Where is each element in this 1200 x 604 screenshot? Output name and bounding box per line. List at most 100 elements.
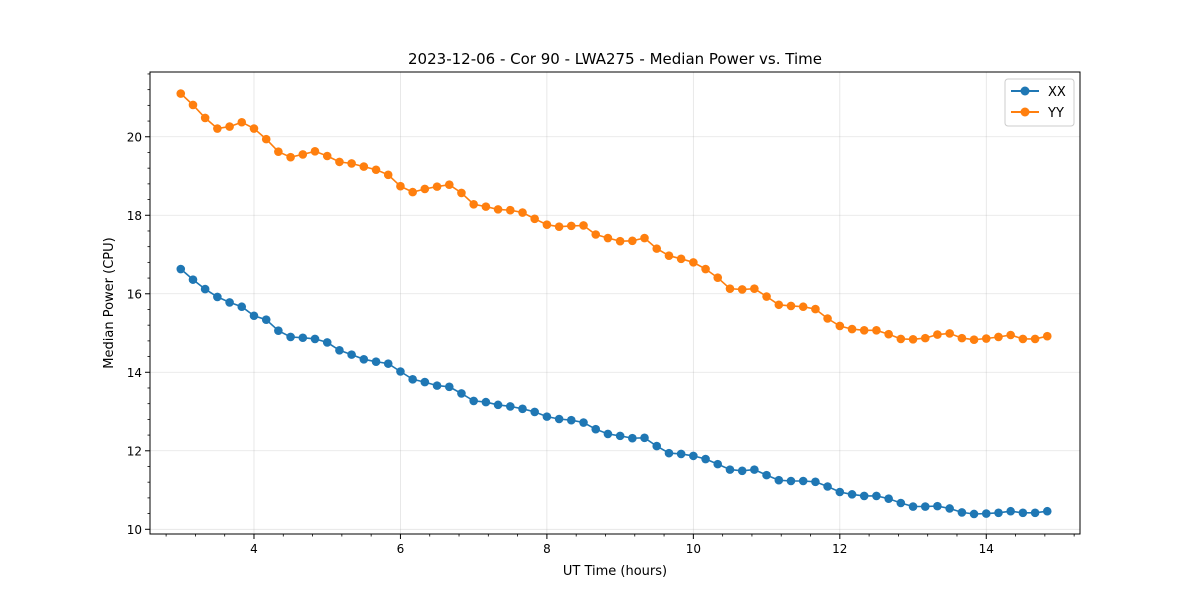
data-point-xx bbox=[469, 396, 478, 406]
data-point-xx bbox=[884, 494, 893, 503]
data-point-xx bbox=[859, 491, 869, 501]
data-point-yy bbox=[713, 273, 723, 282]
data-point-xx bbox=[518, 404, 527, 414]
data-point-xx bbox=[652, 441, 662, 451]
data-point-yy bbox=[530, 214, 539, 224]
data-point-xx bbox=[762, 470, 771, 480]
data-point-yy bbox=[335, 157, 344, 167]
data-point-yy bbox=[786, 301, 796, 311]
data-point-yy bbox=[274, 147, 283, 156]
data-point-yy bbox=[872, 325, 881, 335]
data-point-xx bbox=[261, 315, 271, 324]
data-point-xx bbox=[823, 482, 832, 491]
plot-frame bbox=[149, 71, 1081, 535]
data-point-yy bbox=[847, 324, 857, 334]
data-point-xx bbox=[444, 382, 454, 392]
x-tick-label: 4 bbox=[250, 542, 258, 556]
chart-title: 2023-12-06 - Cor 90 - LWA275 - Median Po… bbox=[408, 50, 822, 68]
data-point-yy bbox=[261, 134, 271, 144]
data-point-xx bbox=[774, 475, 784, 485]
legend-marker-yy bbox=[1020, 107, 1030, 117]
data-point-yy bbox=[566, 221, 576, 231]
data-point-xx bbox=[615, 431, 625, 441]
data-point-xx bbox=[554, 414, 564, 424]
data-point-xx bbox=[566, 415, 576, 425]
data-point-xx bbox=[957, 508, 967, 517]
data-point-yy bbox=[481, 202, 491, 211]
data-point-xx bbox=[628, 433, 637, 443]
data-point-yy bbox=[640, 233, 649, 243]
series-layer bbox=[176, 89, 1052, 519]
data-point-xx bbox=[225, 298, 234, 307]
grid-layer bbox=[150, 72, 1080, 534]
data-point-xx bbox=[213, 292, 222, 302]
data-point-yy bbox=[750, 284, 759, 293]
data-point-xx bbox=[701, 454, 710, 464]
data-point-yy bbox=[811, 304, 820, 314]
data-point-yy bbox=[591, 230, 601, 239]
x-tick-label: 12 bbox=[832, 542, 847, 556]
y-tick-label: 14 bbox=[127, 366, 142, 380]
data-point-yy bbox=[859, 325, 869, 335]
data-point-yy bbox=[628, 236, 637, 246]
data-point-xx bbox=[1018, 508, 1028, 518]
data-point-yy bbox=[615, 236, 625, 246]
legend-label-yy: YY bbox=[1047, 106, 1064, 121]
data-point-xx bbox=[237, 302, 247, 312]
data-point-yy bbox=[823, 314, 832, 323]
legend-label-xx: XX bbox=[1048, 85, 1066, 100]
data-point-xx bbox=[530, 407, 539, 417]
data-point-xx bbox=[920, 502, 930, 511]
x-tick-label: 8 bbox=[543, 542, 551, 556]
data-point-xx bbox=[981, 509, 991, 518]
data-point-xx bbox=[371, 357, 381, 366]
data-point-xx bbox=[603, 429, 613, 439]
data-point-yy bbox=[1042, 331, 1052, 341]
data-point-yy bbox=[408, 187, 417, 197]
data-point-yy bbox=[1006, 330, 1015, 340]
data-point-xx bbox=[420, 377, 430, 387]
legend-marker-xx bbox=[1020, 86, 1030, 96]
data-point-xx bbox=[896, 498, 906, 508]
data-point-xx bbox=[322, 338, 332, 347]
data-point-yy bbox=[493, 205, 503, 214]
data-point-yy bbox=[347, 159, 356, 168]
data-point-xx bbox=[872, 491, 881, 501]
data-point-xx bbox=[676, 449, 686, 459]
x-tick-label: 6 bbox=[397, 542, 405, 556]
data-point-xx bbox=[432, 381, 442, 390]
data-point-yy bbox=[457, 188, 466, 198]
data-point-yy bbox=[518, 208, 527, 217]
data-point-xx bbox=[640, 433, 649, 443]
data-point-xx bbox=[737, 466, 747, 476]
data-point-xx bbox=[786, 476, 796, 486]
data-point-xx bbox=[579, 418, 588, 427]
data-point-yy bbox=[774, 300, 784, 310]
y-axis-label: Median Power (CPU) bbox=[102, 237, 117, 368]
data-point-yy bbox=[689, 258, 698, 267]
data-point-yy bbox=[579, 221, 588, 230]
data-point-xx bbox=[298, 333, 308, 343]
data-point-xx bbox=[933, 501, 942, 511]
data-point-yy bbox=[225, 122, 234, 131]
data-point-xx bbox=[408, 375, 417, 384]
data-point-xx bbox=[200, 284, 210, 294]
data-point-xx bbox=[274, 326, 283, 335]
data-point-xx bbox=[811, 477, 820, 487]
data-point-yy bbox=[701, 264, 710, 274]
data-point-yy bbox=[994, 332, 1003, 342]
data-point-xx bbox=[798, 476, 808, 486]
data-point-yy bbox=[237, 117, 247, 127]
data-point-yy bbox=[176, 89, 186, 98]
data-point-xx bbox=[188, 275, 198, 284]
data-point-yy bbox=[835, 321, 845, 331]
data-point-yy bbox=[664, 251, 674, 261]
y-tick-label: 18 bbox=[127, 209, 142, 223]
data-point-yy bbox=[432, 182, 442, 191]
y-tick-label: 20 bbox=[127, 130, 142, 144]
data-point-xx bbox=[249, 311, 259, 321]
data-point-xx bbox=[359, 355, 369, 364]
data-point-yy bbox=[1018, 334, 1028, 344]
